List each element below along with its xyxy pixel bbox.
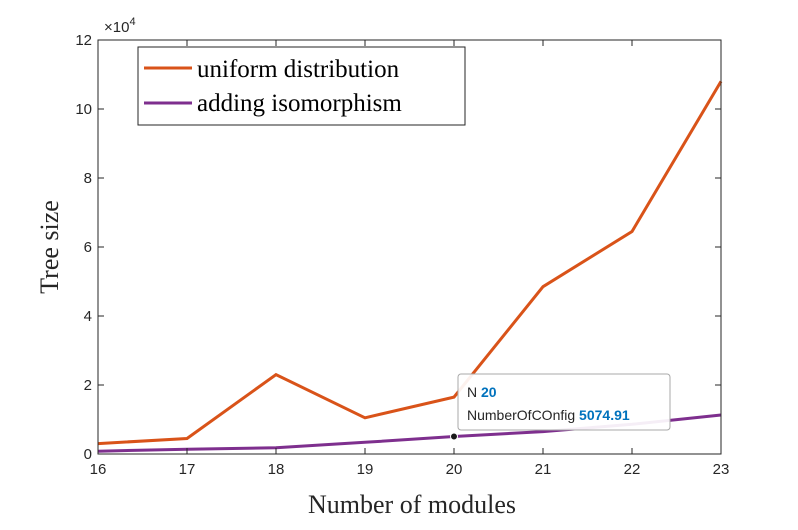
x-tick-label: 19 — [357, 461, 374, 478]
x-tick-label: 16 — [90, 461, 107, 478]
y-tick-label: 10 — [75, 101, 92, 118]
datatip-y-row: NumberOfCOnfig 5074.91 — [467, 407, 630, 423]
x-tick-label: 21 — [535, 461, 552, 478]
datatip-x-row: N 20 — [467, 384, 497, 400]
x-tick-label: 23 — [713, 461, 730, 478]
series-line-uniform-distribution[interactable] — [97, 80, 723, 446]
legend-label-uniform-distribution: uniform distribution — [197, 56, 400, 83]
y-exponent-power: 4 — [129, 16, 135, 28]
datatip[interactable]: N 20 NumberOfCOnfig 5074.91 — [457, 373, 671, 431]
y-tick-label: 2 — [84, 377, 92, 394]
y-axis-title: Tree size — [35, 200, 64, 294]
y-tick-label: 12 — [75, 32, 92, 49]
datatip-x-value: 20 — [481, 384, 497, 400]
y-exponent-base: ×10 — [104, 19, 129, 36]
datatip-marker[interactable] — [450, 432, 458, 441]
legend-box — [137, 46, 466, 126]
legend-label-adding-isomorphism: adding isomorphism — [197, 90, 402, 117]
ticks-layer: 16 17 18 19 20 21 22 23 0 2 4 6 8 10 12 — [75, 32, 729, 478]
y-exponent-label: ×104 — [104, 16, 136, 36]
x-axis-title: Number of modules — [308, 490, 516, 519]
x-tick-label: 22 — [624, 461, 641, 478]
datatip-box — [457, 373, 671, 431]
legend[interactable]: uniform distribution adding isomorphism — [137, 46, 466, 126]
y-tick-label: 0 — [84, 446, 92, 463]
x-tick-label: 20 — [446, 461, 463, 478]
datatip-y-value: 5074.91 — [579, 407, 630, 423]
x-tick-label: 18 — [268, 461, 285, 478]
x-tick-label: 17 — [179, 461, 196, 478]
datatip-x-label: N — [467, 384, 477, 400]
datatip-y-label: NumberOfCOnfig — [467, 407, 575, 423]
y-tick-label: 8 — [84, 170, 92, 187]
y-tick-label: 6 — [84, 239, 92, 256]
y-tick-label: 4 — [84, 308, 92, 325]
